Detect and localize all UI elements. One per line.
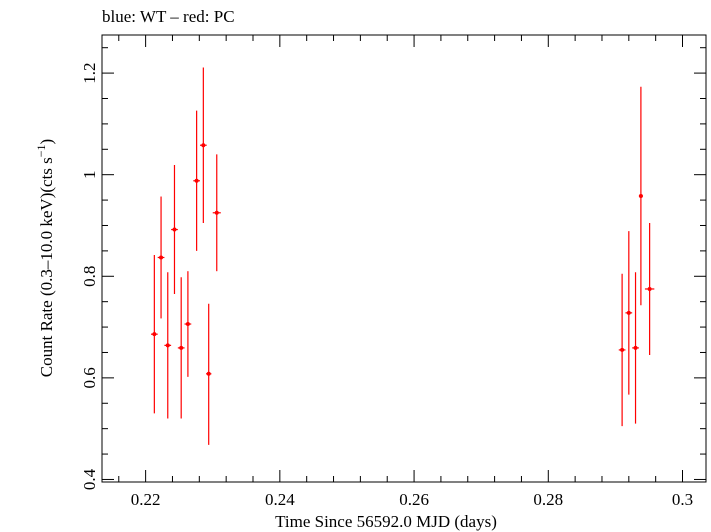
x-tick-label: 0.26 <box>399 490 429 509</box>
data-marker <box>172 227 177 232</box>
data-marker <box>214 210 219 215</box>
data-point <box>632 272 639 424</box>
y-axis-label-close: ) <box>37 139 56 145</box>
y-tick-label: 0.4 <box>80 468 99 490</box>
data-marker <box>633 345 638 350</box>
data-point <box>164 272 172 419</box>
plot-frame <box>101 34 707 483</box>
data-marker <box>620 347 625 352</box>
data-marker <box>626 310 631 315</box>
data-marker <box>185 322 190 327</box>
data-point <box>644 222 655 356</box>
x-tick-label: 0.3 <box>672 490 693 509</box>
data-marker <box>206 371 211 376</box>
y-axis-label: Count Rate (0.3–10.0 keV)(cts s−1) <box>34 139 56 377</box>
data-marker <box>638 194 643 199</box>
data-point <box>199 67 207 223</box>
x-tick-label: 0.22 <box>131 490 161 509</box>
x-tick-label: 0.28 <box>533 490 563 509</box>
data-marker <box>159 255 164 260</box>
data-marker <box>179 345 184 350</box>
data-point <box>193 110 200 251</box>
data-marker <box>201 143 206 148</box>
data-point <box>618 273 626 427</box>
data-point <box>212 154 221 272</box>
y-axis-label-main: Count Rate (0.3–10.0 keV)(cts s <box>37 157 56 377</box>
y-tick-label: 1 <box>80 170 99 179</box>
data-point <box>171 165 178 295</box>
data-point <box>206 303 212 445</box>
data-point <box>150 254 158 414</box>
data-point <box>184 271 192 377</box>
y-tick-label: 0.6 <box>80 367 99 388</box>
x-tick-label: 0.24 <box>265 490 295 509</box>
y-axis-label-superscript: −1 <box>34 144 48 157</box>
data-point <box>157 196 165 319</box>
x-axis-label: Time Since 56592.0 MJD (days) <box>275 512 497 531</box>
data-marker <box>165 343 170 348</box>
data-point <box>625 231 633 395</box>
y-tick-label: 1.2 <box>80 62 99 83</box>
y-tick-label: 0.8 <box>80 266 99 287</box>
data-point <box>177 277 185 419</box>
data-points <box>150 67 655 445</box>
axis-tick-labels: 0.22 0.24 0.26 0.28 0.3 0.4 0.6 0.8 1 1.2 <box>80 62 693 509</box>
chart-title: blue: WT – red: PC <box>102 7 235 26</box>
data-point <box>638 86 643 306</box>
axis-ticks <box>102 35 706 482</box>
data-marker <box>152 332 157 337</box>
data-marker <box>647 286 652 291</box>
data-marker <box>194 178 199 183</box>
